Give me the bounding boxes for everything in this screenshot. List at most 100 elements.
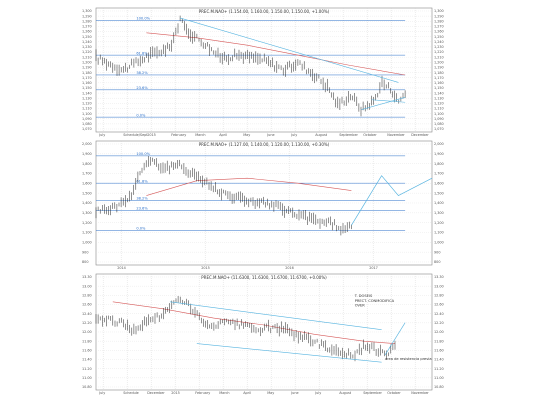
y-tick-label-right: 1,500 <box>434 191 444 195</box>
y-tick-label-right: 1,220 <box>434 50 444 54</box>
y-tick-label-left: 12.80 <box>82 294 92 298</box>
fib-level-label: 61.8% <box>136 51 148 55</box>
y-tick-label-right: 13.00 <box>434 284 444 288</box>
x-tick-label: December <box>147 391 165 395</box>
x-tick-label: October <box>387 391 401 395</box>
y-tick-label-right: 1,150 <box>434 86 444 90</box>
trend-line <box>371 99 406 103</box>
annotation-label: PRECT. CONMODIFICA <box>355 299 395 303</box>
y-tick-label-right: 1,230 <box>434 45 444 49</box>
plot-frame <box>95 7 433 133</box>
y-tick-label-right: 12.20 <box>434 321 444 325</box>
x-tick-label: May <box>243 133 250 137</box>
fib-level-label: 61.8% <box>136 179 148 183</box>
x-tick-label: May <box>267 391 274 395</box>
y-tick-label-right: 12.80 <box>434 294 444 298</box>
y-tick-label-left: 13.30 <box>82 275 92 279</box>
y-tick-label-left: 11.00 <box>82 376 92 380</box>
y-tick-label-right: 11.40 <box>434 358 444 362</box>
y-tick-label-right: 2,000 <box>434 142 444 146</box>
x-tick-label: 2015 <box>147 133 156 137</box>
y-tick-label-left: 1,400 <box>82 201 92 205</box>
x-tick-label: February <box>171 133 186 137</box>
price-bars <box>95 15 406 117</box>
y-tick-label-right: 11.00 <box>434 376 444 380</box>
fib-level-label: 23.6% <box>136 86 148 90</box>
y-tick-label-left: 1,900 <box>82 152 92 156</box>
y-tick-label-left: 1,500 <box>82 191 92 195</box>
y-tick-label-left: 1,100 <box>82 231 92 235</box>
y-tick-label-left: 13.00 <box>82 284 92 288</box>
y-tick-label-left: 12.20 <box>82 321 92 325</box>
y-tick-label-left: 1,300 <box>82 9 92 13</box>
y-tick-label-left: 1,100 <box>82 112 92 116</box>
x-tick-label: April <box>219 133 227 137</box>
y-tick-label-right: 1,000 <box>434 241 444 245</box>
y-tick-label-left: 900 <box>82 250 88 254</box>
chart-panel-1: July Schedule/Sept 2015 February March April M… <box>82 7 444 137</box>
y-tick-label-right: 1,300 <box>434 9 444 13</box>
y-tick-label-right: 800 <box>434 260 440 264</box>
y-tick-label-right: 12.60 <box>434 303 444 307</box>
y-tick-label-right: 1,100 <box>434 112 444 116</box>
y-tick-label-left: 12.60 <box>82 303 92 307</box>
y-tick-label-left: 1,300 <box>82 211 92 215</box>
y-tick-label-right: 1,280 <box>434 19 444 23</box>
y-tick-label-right: 1,100 <box>434 231 444 235</box>
y-tick-label-right: 1,090 <box>434 117 444 121</box>
y-tick-label-left: 1,220 <box>82 50 92 54</box>
y-tick-label-left: 10.80 <box>82 385 92 389</box>
y-tick-label-left: 1,200 <box>82 221 92 225</box>
y-tick-label-left: 1,260 <box>82 30 92 34</box>
y-tick-label-right: 10.80 <box>434 385 444 389</box>
chart-panel-3: July Schedule December 2015 February March Apr… <box>82 273 444 395</box>
moving-average-line <box>146 177 352 196</box>
y-tick-label-right: 1,400 <box>434 201 444 205</box>
y-tick-label-left: 1,800 <box>82 162 92 166</box>
trend-line <box>169 301 382 330</box>
y-tick-label-right: 13.30 <box>434 275 444 279</box>
y-tick-label-left: 1,180 <box>82 71 92 75</box>
y-tick-label-right: 1,210 <box>434 55 444 59</box>
y-tick-label-left: 11.20 <box>82 367 92 371</box>
y-tick-label-right: 1,160 <box>434 81 444 85</box>
y-tick-label-left: 1,290 <box>82 14 92 18</box>
x-tick-label: 2015 <box>201 266 210 270</box>
y-tick-label-left: 1,150 <box>82 86 92 90</box>
x-tick-label: September <box>363 391 382 395</box>
x-tick-label: November <box>387 133 405 137</box>
y-tick-label-right: 1,200 <box>434 61 444 65</box>
y-tick-label-left: 1,270 <box>82 25 92 29</box>
y-tick-label-left: 1,230 <box>82 45 92 49</box>
trend-line <box>179 17 399 83</box>
y-tick-label-left: 1,250 <box>82 35 92 39</box>
y-tick-label-right: 1,800 <box>434 162 444 166</box>
fib-level-label: 100.0% <box>136 152 150 156</box>
y-tick-label-right: 1,110 <box>434 107 444 111</box>
x-tick-label: Schedule/Sept <box>123 133 148 137</box>
y-tick-label-right: 1,130 <box>434 96 444 100</box>
x-tick-label: July <box>98 133 105 137</box>
x-tick-label: March <box>219 391 229 395</box>
y-tick-label-right: 12.40 <box>434 312 444 316</box>
y-tick-label-right: 1,200 <box>434 221 444 225</box>
y-tick-label-right: 1,290 <box>434 14 444 18</box>
y-tick-label-left: 12.00 <box>82 330 92 334</box>
y-tick-label-right: 1,600 <box>434 182 444 186</box>
x-tick-label: February <box>195 391 210 395</box>
x-tick-label: 2015 <box>171 391 180 395</box>
x-tick-label: August <box>339 391 352 395</box>
x-tick-label: August <box>315 133 328 137</box>
y-tick-label-right: 1,190 <box>434 66 444 70</box>
chart-title: PREC.M.NAO+ (1.127.00, 1.140.00, 1.120.0… <box>199 142 330 147</box>
y-tick-label-right: 1,180 <box>434 71 444 75</box>
y-tick-label-left: 1,170 <box>82 76 92 80</box>
y-tick-label-right: 1,270 <box>434 25 444 29</box>
y-tick-label-right: 1,140 <box>434 91 444 95</box>
y-tick-label-left: 1,110 <box>82 107 92 111</box>
y-tick-label-left: 2,000 <box>82 142 92 146</box>
x-tick-label: October <box>363 133 377 137</box>
y-tick-label-right: 1,300 <box>434 211 444 215</box>
y-tick-label-left: 1,080 <box>82 122 92 126</box>
y-tick-label-left: 1,130 <box>82 96 92 100</box>
